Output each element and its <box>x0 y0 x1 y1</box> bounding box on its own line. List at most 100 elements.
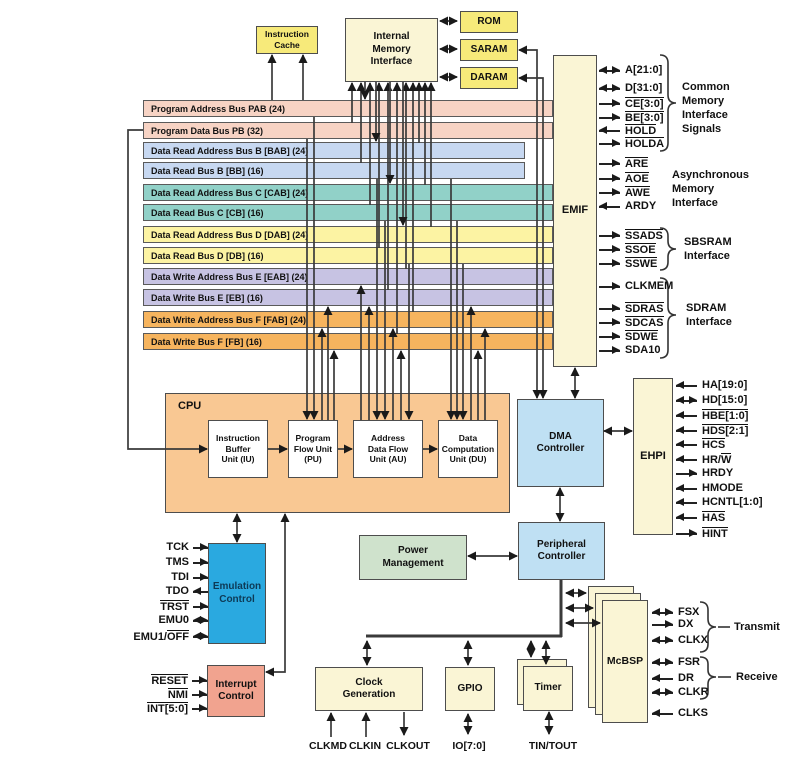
right-arrow-icon <box>599 318 620 326</box>
signal-ssoe: SSOE <box>599 242 656 257</box>
right-arrow-icon <box>192 690 207 698</box>
signal-sdras: SDRAS <box>599 301 664 316</box>
left-arrow-icon <box>599 202 620 210</box>
signal-be3-0: BE[3:0] <box>599 110 664 125</box>
bus-program-data-pb: Program Data Bus PB (32) <box>143 122 553 139</box>
left-arrow-icon <box>676 513 697 521</box>
timer-block: Timer <box>523 666 573 711</box>
right-arrow-icon <box>599 304 620 312</box>
left-arrow-icon <box>599 126 620 134</box>
right-arrow-icon <box>193 573 208 581</box>
signal-sdcas: SDCAS <box>599 315 664 330</box>
signal-hmode: HMODE <box>676 481 743 496</box>
transmit-label: Transmit <box>734 621 780 633</box>
right-arrow-icon <box>599 282 620 290</box>
signal-sswe: SSWE <box>599 256 658 271</box>
signal-hcs: HCS <box>676 437 726 452</box>
left-arrow-icon <box>676 498 697 506</box>
signal-emu1-off: EMU1/OFF <box>133 629 208 644</box>
left-arrow-icon <box>676 411 697 419</box>
right-arrow-icon <box>193 602 208 610</box>
signal-hcntl1-0: HCNTL[1:0] <box>676 495 763 510</box>
signal-tdo: TDO <box>166 584 208 599</box>
right-arrow-icon <box>599 159 620 167</box>
signal-clks: CLKS <box>652 706 708 721</box>
bidir-arrow-icon <box>193 616 208 624</box>
signal-tdi: TDI <box>171 570 208 585</box>
wires <box>127 16 633 737</box>
signal-tms: TMS <box>166 555 208 570</box>
asynchronous-memory-interface-label: Asynchronous Memory Interface <box>672 169 750 209</box>
left-arrow-icon <box>676 426 697 434</box>
signal-hrdy: HRDY <box>676 466 733 481</box>
pin-io7-0: IO[7:0] <box>452 740 486 752</box>
bidir-arrow-icon <box>652 636 673 644</box>
emif-block: EMIF <box>553 55 597 367</box>
clock-generation-block: Clock Generation <box>315 667 423 711</box>
left-arrow-icon <box>652 674 673 682</box>
signal-sda10: SDA10 <box>599 343 660 358</box>
rom-block: ROM <box>460 11 518 33</box>
bidir-arrow-icon <box>652 658 673 666</box>
signal-fsr: FSR <box>652 655 700 670</box>
sbsram-interface-label: SBSRAM Interface <box>684 236 732 262</box>
signal-hd15-0: HD[15:0] <box>676 393 747 408</box>
signal-ha19-0: HA[19:0] <box>676 378 747 393</box>
signal-d31-0: D[31:0] <box>599 81 662 96</box>
internal-memory-interface-block: Internal Memory Interface <box>345 18 438 82</box>
signal-tck: TCK <box>166 540 208 555</box>
signal-clkr: CLKR <box>652 685 709 700</box>
signal-nmi: NMI <box>167 687 207 702</box>
signal-clkmem: CLKMEM <box>599 279 673 294</box>
bidir-arrow-icon <box>599 66 620 74</box>
right-arrow-icon <box>599 188 620 196</box>
right-arrow-icon <box>192 704 207 712</box>
right-arrow-icon <box>599 231 620 239</box>
signal-a21-0: A[21:0] <box>599 63 662 78</box>
power-management-block: Power Management <box>359 535 467 580</box>
right-arrow-icon <box>599 174 620 182</box>
signal-holda: HOLDA <box>599 136 665 151</box>
left-arrow-icon <box>193 587 208 595</box>
signal-emu0: EMU0 <box>158 613 208 628</box>
left-arrow-icon <box>676 440 697 448</box>
right-arrow-icon <box>599 113 620 121</box>
right-arrow-icon <box>193 543 208 551</box>
right-arrow-icon <box>193 558 208 566</box>
pin-clkout: CLKOUT <box>386 740 430 752</box>
signal-reset: RESET <box>151 673 207 688</box>
left-arrow-icon <box>652 709 673 717</box>
signal-clkx: CLKX <box>652 633 708 648</box>
signal-fsx: FSX <box>652 605 699 620</box>
signal-hds2-1: HDS[2:1] <box>676 423 749 438</box>
emulation-control-block: Emulation Control <box>208 543 266 644</box>
signal-ssads: SSADS <box>599 228 663 243</box>
right-arrow-icon <box>676 469 697 477</box>
signal-aoe: AOE <box>599 171 649 186</box>
bidir-arrow-icon <box>599 84 620 92</box>
receive-label: Receive <box>736 671 778 683</box>
signal-trst: TRST <box>160 599 208 614</box>
left-arrow-icon <box>676 484 697 492</box>
right-arrow-icon <box>599 139 620 147</box>
signal-ardy: ARDY <box>599 199 656 214</box>
pin-clkin: CLKIN <box>348 740 382 752</box>
signal-hint: HINT <box>676 526 728 541</box>
right-arrow-icon <box>599 332 620 340</box>
signal-awe: AWE <box>599 185 651 200</box>
pin-clkmd: CLKMD <box>309 740 347 752</box>
address-data-flow-unit-block: Address Data Flow Unit (AU) <box>353 420 423 478</box>
right-arrow-icon <box>192 676 207 684</box>
bidir-arrow-icon <box>652 608 673 616</box>
pin-tin-tout: TIN/TOUT <box>528 740 578 752</box>
bidir-arrow-icon <box>193 632 208 640</box>
bidir-arrow-icon <box>676 396 697 404</box>
saram-block: SARAM <box>460 39 518 61</box>
signal-are: ARE <box>599 156 649 171</box>
program-flow-unit-block: Program Flow Unit (PU) <box>288 420 338 478</box>
right-arrow-icon <box>599 245 620 253</box>
data-computation-unit-block: Data Computation Unit (DU) <box>438 420 498 478</box>
signal-hold: HOLD <box>599 123 657 138</box>
